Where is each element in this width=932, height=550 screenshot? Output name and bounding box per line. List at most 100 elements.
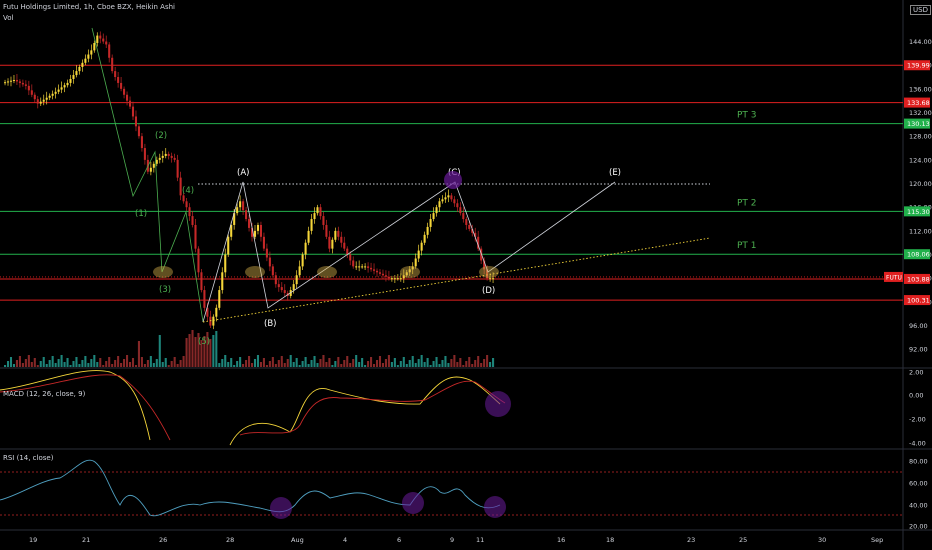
candle-body	[358, 266, 361, 268]
volume-bar	[367, 361, 370, 367]
candle-body	[375, 270, 379, 273]
candle-body	[370, 267, 373, 270]
currency-button[interactable]: USD	[910, 5, 931, 15]
candle-body	[242, 201, 245, 211]
volume-bar	[111, 364, 114, 367]
volume-bar	[161, 362, 164, 367]
volume-bar	[4, 365, 7, 367]
level-price-label: 115.30	[907, 208, 930, 216]
volume-bar	[134, 365, 138, 367]
candle-body	[233, 213, 236, 225]
level-price-badge	[904, 206, 930, 217]
volume-bar	[75, 357, 78, 367]
macd-tick-label: -2.00	[909, 416, 926, 424]
time-axis-label: 28	[226, 536, 234, 544]
volume-bar	[137, 341, 140, 367]
price-target-label: PT 3	[737, 111, 757, 121]
volume-bar	[337, 357, 340, 367]
candle-body	[102, 38, 105, 42]
candle-body	[227, 236, 230, 255]
candle-body	[456, 203, 459, 208]
volume-bar	[486, 355, 489, 367]
volume-bar	[340, 364, 343, 367]
candle-body	[236, 207, 239, 214]
impulse-wave-label: (1)	[135, 209, 147, 219]
candle-body	[87, 54, 90, 59]
rsi-highlight	[270, 497, 292, 519]
time-axis-label: 11	[476, 536, 484, 544]
candle-body	[51, 93, 54, 96]
volume-bar	[78, 364, 81, 367]
time-axis-label: 16	[557, 536, 565, 544]
volume-bar	[265, 365, 268, 367]
candle-body	[280, 287, 283, 291]
volume-bar	[30, 362, 33, 367]
volume-bar	[45, 364, 48, 367]
symbol-badge-label: FUTU	[886, 274, 902, 281]
candle-body	[402, 275, 405, 279]
time-axis-label: 21	[82, 536, 90, 544]
volume-bar	[253, 359, 257, 367]
level-price-badge	[904, 295, 930, 306]
candle-body	[480, 248, 483, 261]
corrective-wave-label: (D)	[482, 286, 495, 296]
volume-bar	[474, 360, 477, 367]
macd-tick-label: 0.00	[909, 392, 923, 400]
price-tick-label: 136.00	[909, 85, 932, 93]
volume-bar	[42, 357, 45, 367]
level-price-badge	[904, 97, 930, 108]
candle-body	[54, 91, 57, 94]
volume-bar	[203, 336, 206, 367]
volume-bar	[170, 361, 173, 367]
level-price-badge	[904, 249, 930, 260]
candle-body	[99, 35, 102, 39]
candle-body	[340, 236, 343, 243]
volume-bar	[289, 355, 292, 367]
candle-body	[179, 177, 182, 196]
volume-bar	[117, 356, 120, 367]
volume-bar	[33, 358, 36, 367]
volume-bar	[381, 363, 385, 367]
candle-body	[462, 213, 465, 220]
candle-body	[60, 87, 63, 90]
candle-body	[262, 236, 265, 249]
volume-bar	[57, 359, 60, 367]
volume-bar	[182, 356, 185, 367]
volume-bar	[114, 360, 117, 367]
candle-body	[203, 290, 206, 308]
volume-bar	[402, 357, 405, 367]
volume-bar	[352, 359, 355, 367]
candle-body	[429, 219, 432, 227]
candle-body	[355, 266, 358, 268]
time-axis-label: Aug	[291, 536, 304, 544]
candle-body	[6, 81, 10, 83]
volume-bar	[242, 364, 245, 367]
volume-bar	[304, 357, 307, 367]
volume-bar	[405, 364, 408, 367]
volume-bar	[185, 338, 188, 367]
impulse-wave-label: (2)	[155, 131, 167, 141]
volume-bar	[295, 358, 298, 367]
candle-body	[230, 224, 233, 237]
price-tick-label: 132.00	[909, 109, 932, 117]
candle-body	[268, 257, 271, 267]
volume-bar	[268, 361, 271, 367]
volume-bar	[120, 363, 123, 367]
volume-bar	[149, 356, 152, 367]
time-axis-label: 18	[606, 536, 614, 544]
macd-label: MACD (12, 26, close, 9)	[3, 390, 86, 398]
corrective-wave-line	[202, 181, 616, 323]
candle-body	[474, 232, 477, 237]
level-price-label: 133.68	[907, 99, 930, 107]
volume-bar	[128, 362, 132, 367]
candle-body	[322, 216, 325, 225]
volume-bar	[429, 365, 432, 367]
rsi-tick-label: 60.00	[909, 480, 928, 488]
time-axis-label: 9	[450, 536, 454, 544]
candle-body	[105, 41, 108, 45]
volume-bar	[215, 331, 218, 367]
volume-bar	[39, 361, 42, 367]
candle-body	[66, 82, 69, 86]
